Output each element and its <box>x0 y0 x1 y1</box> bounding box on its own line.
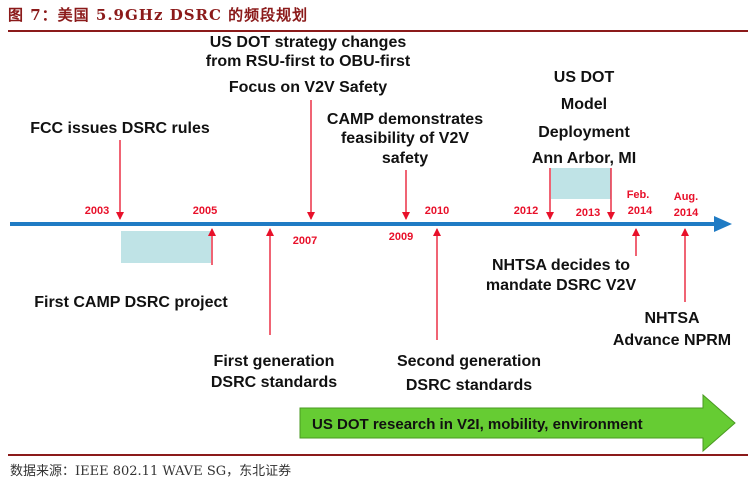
figure-source: 数据来源：IEEE 802.11 WAVE SG，东北证券 <box>10 464 292 479</box>
dot-strategy-line2: from RSU-first to OBU-first <box>206 53 411 70</box>
figure-title: 图 7：美国 5.9GHz DSRC 的频段规划 <box>8 6 309 24</box>
year-aug-2014-month: Aug. <box>674 191 698 203</box>
first-camp-text: First CAMP DSRC project <box>34 294 228 311</box>
year-feb-2014-month: Feb. <box>627 189 650 201</box>
model-deployment-line2: Model <box>561 96 607 113</box>
camp-demo-line2: feasibility of V2V <box>341 130 469 147</box>
nhtsa-mandate-line1: NHTSA decides to <box>492 257 630 274</box>
year-2005: 2005 <box>193 205 217 217</box>
dot-strategy-line1: US DOT strategy changes <box>210 34 407 51</box>
research-banner-arrow <box>299 393 736 453</box>
nhtsa-mandate-line2: mandate DSRC V2V <box>486 277 637 294</box>
year-2012: 2012 <box>514 205 538 217</box>
year-aug-2014-year: 2014 <box>674 207 699 219</box>
year-2010: 2010 <box>425 205 449 217</box>
year-feb-2014-year: 2014 <box>628 205 653 217</box>
nhtsa-nprm-line1: NHTSA <box>644 310 700 327</box>
first-gen-line2: DSRC standards <box>211 374 337 391</box>
year-2007: 2007 <box>293 235 317 247</box>
first-camp-span-box <box>121 231 211 263</box>
source-rule <box>8 454 748 456</box>
camp-demo-line3: safety <box>382 150 428 167</box>
title-rule <box>8 30 748 32</box>
year-2013: 2013 <box>576 207 600 219</box>
year-2003: 2003 <box>85 205 109 217</box>
first-gen-line1: First generation <box>214 353 335 370</box>
fcc-text: FCC issues DSRC rules <box>30 120 210 137</box>
model-deployment-line1: US DOT <box>554 69 615 86</box>
second-gen-line2: DSRC standards <box>406 377 532 394</box>
model-deployment-line4: Ann Arbor, MI <box>532 150 636 167</box>
camp-demo-line1: CAMP demonstrates <box>327 111 483 128</box>
dot-strategy-line3: Focus on V2V Safety <box>229 79 387 96</box>
model-deployment-span-box <box>551 168 611 199</box>
timeline-arrowhead <box>714 216 732 232</box>
model-deployment-line3: Deployment <box>538 124 630 141</box>
research-banner-label: US DOT research in V2I, mobility, enviro… <box>312 416 643 433</box>
nhtsa-nprm-line2: Advance NPRM <box>613 332 731 349</box>
second-gen-line1: Second generation <box>397 353 541 370</box>
year-2009: 2009 <box>389 231 413 243</box>
